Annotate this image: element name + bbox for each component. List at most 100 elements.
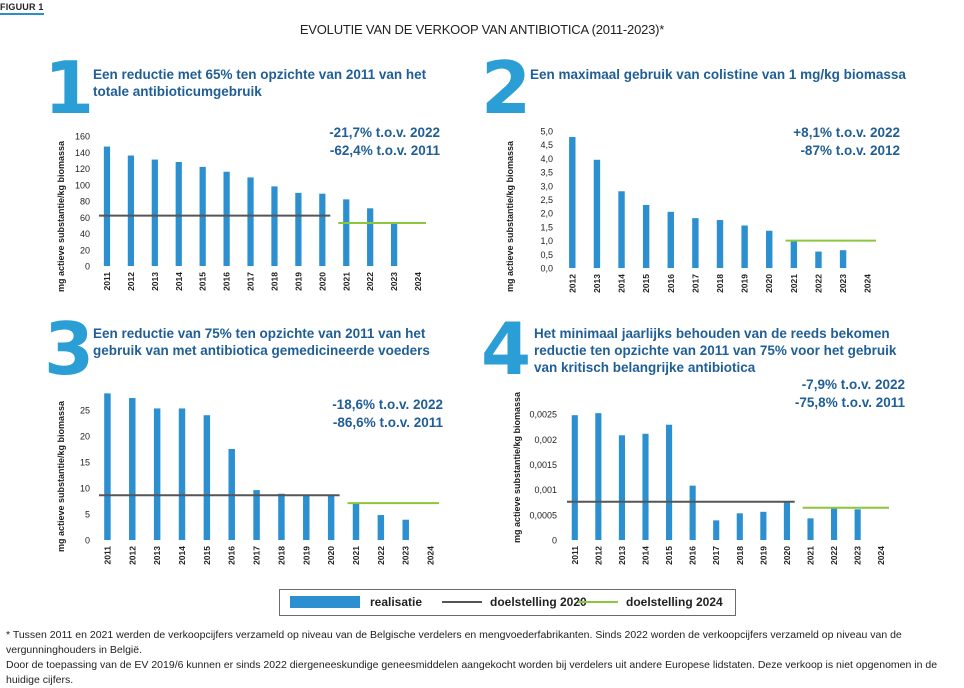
panel-2-number: 2 [481,46,532,130]
panel-4-stat-2: -75,8% t.o.v. 2011 [794,395,905,410]
panel-2-title: Een maximaal gebruik van colistine van 1… [530,66,906,83]
panel-2-bar-2012 [569,137,576,268]
panel-3-ytick-label: 10 [80,484,90,494]
panel-1-bar-2022 [367,208,374,266]
panel-3-xtick-label: 2019 [301,546,311,565]
panel-1-bar-2018 [271,186,278,266]
legend-label-realisatie: realisatie [370,595,423,609]
panel-4-bar-2012 [595,413,602,540]
panel-1-bar-2017 [247,177,254,266]
panel-1-xtick-label: 2019 [293,272,303,291]
panel-3-bar-2020 [327,495,335,540]
panel-1-stat-2: -62,4% t.o.v. 2011 [329,143,440,158]
panel-4-xtick-label: 2015 [664,546,674,565]
panel-4-xtick-label: 2017 [711,546,721,565]
panel-1-xtick-label: 2013 [150,272,160,291]
panel-3-bar-2013 [153,408,161,540]
panel-1-bar-2016 [223,171,230,266]
panel-4-bar-2014 [642,433,649,540]
panel-1-ytick-label: 160 [75,132,90,142]
panel-4-xtick-label: 2021 [806,546,816,565]
panel-4-xtick-label: 2018 [735,546,745,565]
panel-3-xtick-label: 2022 [376,546,386,565]
panel-4-bar-2020 [783,502,790,540]
panel-1-xtick-label: 2024 [413,272,423,291]
panel-4-bar-2013 [618,435,625,540]
figure-label: FIGUUR 1 [0,2,44,15]
panel-4-bar-2023 [854,509,861,540]
panel-2-plot: 0,0 0,5 1,0 1,5 2,0 2,5 3,0 3,5 4,0 4,5 5,0 2012 201… [540,127,876,293]
panel-2-ytick-label: 0,5 [540,250,553,260]
panel-1-stat-1: -21,7% t.o.v. 2022 [329,125,440,140]
panel-2-ytick-label: 0,0 [540,264,553,274]
panel-4-xtick-label: 2022 [829,546,839,565]
panel-4-xtick-label: 2023 [853,546,863,565]
panel-3-stat-1: -18,6% t.o.v. 2022 [332,397,443,412]
panel-2-xtick-label: 2015 [641,274,651,293]
panel-1-title-line-2: totale antibioticumgebruik [93,84,262,99]
panel-2-bar-2014 [618,191,625,268]
panel-1-xtick-label: 2021 [341,272,351,291]
panel-2-xtick-label: 2013 [592,274,602,293]
panel-2-bar-2017 [692,218,699,268]
figure-title: EVOLUTIE VAN DE VERKOOP VAN ANTIBIOTICA … [299,22,665,37]
panel-2-bar-2013 [593,159,601,268]
panel-4-title-line-2: reductie ten opzichte van 2011 van 75% v… [534,343,897,358]
panel-1-bar-2013 [151,159,158,266]
legend-swatch-target-2020 [442,601,482,603]
panel-4-xtick-label: 2014 [641,546,651,565]
panel-1-xtick-label: 2015 [198,272,208,291]
panel-2-xtick-label: 2018 [715,274,725,293]
panel-1-bar-2011 [103,146,111,266]
panel-4-title-line-3: van kritisch belangrijke antibiotica [534,360,756,375]
panel-4-ytick-label: 0,0005 [529,510,557,520]
panel-1-ytick-label: 20 [80,245,90,255]
panel-2-ytick-label: 4,0 [540,154,553,164]
panel-2-xtick-label: 2014 [617,274,627,293]
panel-1-ytick-label: 100 [75,180,90,190]
panel-3-xtick-label: 2013 [152,546,162,565]
panel-2-stat-1: +8,1% t.o.v. 2022 [793,125,900,140]
panel-3-xtick-label: 2024 [426,546,436,565]
panel-1-bar-2023 [390,222,398,266]
panel-4-bar-2019 [760,511,767,540]
panel-2-xtick-label: 2017 [690,274,700,293]
panel-1-ytick-label: 40 [80,229,90,239]
panel-4-bar-2022 [831,508,838,540]
panel-1-xtick-label: 2012 [126,272,136,291]
panel-1-ytick-label: 80 [80,197,90,207]
panel-4-bar-2021 [807,518,814,540]
legend-label-target-2020: doelstelling 2020 [490,595,587,609]
panel-4-ytick-label: 0,001 [534,485,557,495]
panel-4-ytick-label: 0,002 [534,435,557,445]
panel-2-ytick-label: 4,5 [540,140,553,150]
panel-3-ylabel: mg actieve substantie/kg biomassa [56,400,66,552]
panel-1-plot: 0 20 40 60 80 100 120 140 160 2011 2012 2013 2014 201… [75,132,426,291]
panel-3-xtick-label: 2018 [276,546,286,565]
panel-2-bar-2019 [741,225,748,268]
panel-4-plot: 0 0,0005 0,001 0,0015 0,002 0,0025 2011 2012 201… [529,410,889,565]
panel-3-bar-2023 [402,519,409,540]
panel-2-xtick-label: 2022 [813,274,823,293]
panel-1-bar-2019 [295,192,302,266]
panel-1-xtick-label: 2011 [102,272,112,291]
panel-1-stats: -21,7% t.o.v. 2022 -62,4% t.o.v. 2011 [288,124,440,160]
panel-2-xtick-label: 2024 [863,274,873,293]
panel-1-bar-2012 [127,155,135,266]
panel-2-bar-2015 [642,204,650,268]
panel-4-title: Het minimaal jaarlijks behouden van de r… [534,325,896,376]
panel-3-ytick-label: 25 [80,406,90,416]
panel-4-bar-2011 [571,415,578,540]
panel-2-title-line-1: Een maximaal gebruik van colistine van 1… [530,67,906,82]
panel-1-xtick-label: 2014 [174,272,184,291]
panel-3-title: Een reductie van 75% ten opzichte van 20… [93,325,430,359]
panel-4-xtick-label: 2019 [758,546,768,565]
panel-4-ylabel: mg actieve substantie/kg biomassa [512,391,522,543]
panel-2-xtick-label: 2020 [764,274,774,293]
panel-1-xtick-label: 2017 [246,272,256,291]
panel-4-bar-2017 [713,520,720,540]
legend-label-target-2024: doelstelling 2024 [626,595,723,609]
panel-3-bar-2015 [203,415,211,540]
panel-1-title: Een reductie met 65% ten opzichte van 20… [93,66,426,100]
